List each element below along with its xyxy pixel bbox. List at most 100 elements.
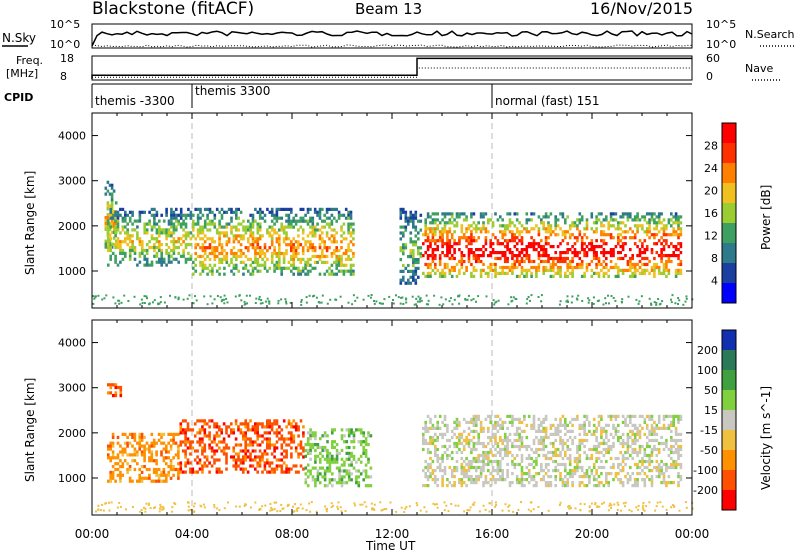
echo-cell	[429, 472, 432, 476]
near-range-echo	[402, 303, 405, 305]
echo-cell	[554, 438, 557, 443]
echo-cell	[561, 233, 565, 237]
echo-cell	[254, 455, 257, 459]
echo-cell	[331, 478, 334, 482]
echo-cell	[249, 440, 252, 444]
echo-cell	[487, 462, 490, 467]
echo-cell	[576, 450, 579, 455]
near-range-echo	[529, 299, 531, 302]
echo-cell	[564, 221, 567, 225]
echo-cell	[337, 249, 341, 253]
echo-cell	[367, 431, 370, 435]
echo-cell	[513, 212, 517, 216]
echo-cell	[273, 266, 276, 270]
echo-cell	[326, 466, 329, 470]
echo-cell	[206, 254, 209, 259]
echo-cell	[347, 428, 351, 432]
freq-label-2: [MHz]	[6, 67, 38, 80]
echo-cell	[429, 274, 432, 278]
echo-cell	[306, 475, 310, 479]
echo-cell	[179, 254, 183, 258]
echo-cell	[426, 248, 430, 252]
echo-cell	[106, 201, 110, 205]
echo-cell	[218, 243, 221, 247]
echo-cell	[674, 438, 678, 443]
echo-cell	[667, 271, 671, 275]
echo-cell	[191, 428, 195, 432]
echo-cell	[246, 425, 250, 429]
echo-cell	[203, 263, 207, 267]
echo-cell	[585, 265, 589, 270]
echo-cell	[160, 435, 163, 439]
echo-cell	[573, 469, 577, 473]
echo-cell	[467, 462, 471, 467]
echo-cell	[475, 475, 478, 479]
echo-cell	[230, 225, 233, 229]
echo-cell	[112, 224, 116, 229]
echo-cell	[306, 249, 310, 253]
echo-cell	[426, 265, 430, 270]
echo-cell	[677, 224, 680, 228]
echo-cell	[580, 426, 584, 430]
echo-cell	[477, 256, 480, 261]
echo-cell	[131, 243, 134, 247]
echo-cell	[532, 450, 536, 455]
echo-cell	[429, 215, 432, 219]
near-range-echo	[159, 505, 162, 508]
near-range-echo	[579, 509, 582, 511]
echo-cell	[465, 245, 468, 249]
echo-cell	[595, 230, 598, 234]
echo-cell	[309, 431, 312, 435]
echo-cell	[220, 470, 223, 474]
echo-cell	[108, 221, 112, 226]
echo-cell	[660, 212, 663, 216]
echo-cell	[484, 236, 488, 240]
echo-cell	[446, 453, 449, 458]
echo-cell	[347, 216, 350, 220]
echo-cell	[643, 484, 647, 488]
echo-cell	[414, 269, 418, 273]
echo-cell	[472, 423, 476, 427]
echo-cell	[323, 260, 326, 264]
echo-cell	[287, 219, 291, 223]
near-range-echo	[340, 510, 343, 513]
echo-cell	[506, 259, 509, 264]
echo-cell	[583, 271, 586, 275]
echo-cell	[323, 431, 327, 435]
echo-cell	[436, 224, 439, 228]
echo-cell	[453, 432, 456, 436]
echo-cell	[576, 459, 579, 464]
echo-cell	[254, 425, 257, 429]
echo-cell	[571, 259, 574, 264]
echo-cell	[472, 239, 476, 243]
echo-cell	[645, 227, 649, 231]
echo-cell	[330, 234, 334, 238]
echo-cell	[119, 394, 123, 398]
echo-cell	[337, 263, 341, 267]
echo-cell	[520, 251, 524, 255]
echo-cell	[679, 233, 683, 237]
echo-cell	[621, 268, 625, 272]
echo-cell	[549, 233, 553, 237]
echo-cell	[470, 465, 473, 470]
echo-cell	[208, 222, 212, 226]
echo-cell	[297, 257, 300, 261]
echo-cell	[438, 230, 442, 234]
echo-cell	[544, 435, 548, 440]
echo-cell	[592, 444, 596, 449]
echo-cell	[484, 248, 488, 252]
echo-cell	[399, 258, 403, 262]
echo-cell	[184, 419, 187, 423]
echo-cell	[292, 434, 296, 438]
echo-cell	[321, 466, 324, 470]
echo-cell	[189, 210, 193, 214]
echo-cell	[434, 469, 437, 473]
echo-cell	[446, 438, 449, 443]
echo-cell	[153, 225, 156, 229]
echo-cell	[225, 257, 229, 261]
echo-cell	[206, 246, 209, 250]
echo-cell	[285, 243, 288, 247]
y-tick-label: 1000	[58, 265, 86, 278]
echo-cell	[251, 272, 255, 276]
